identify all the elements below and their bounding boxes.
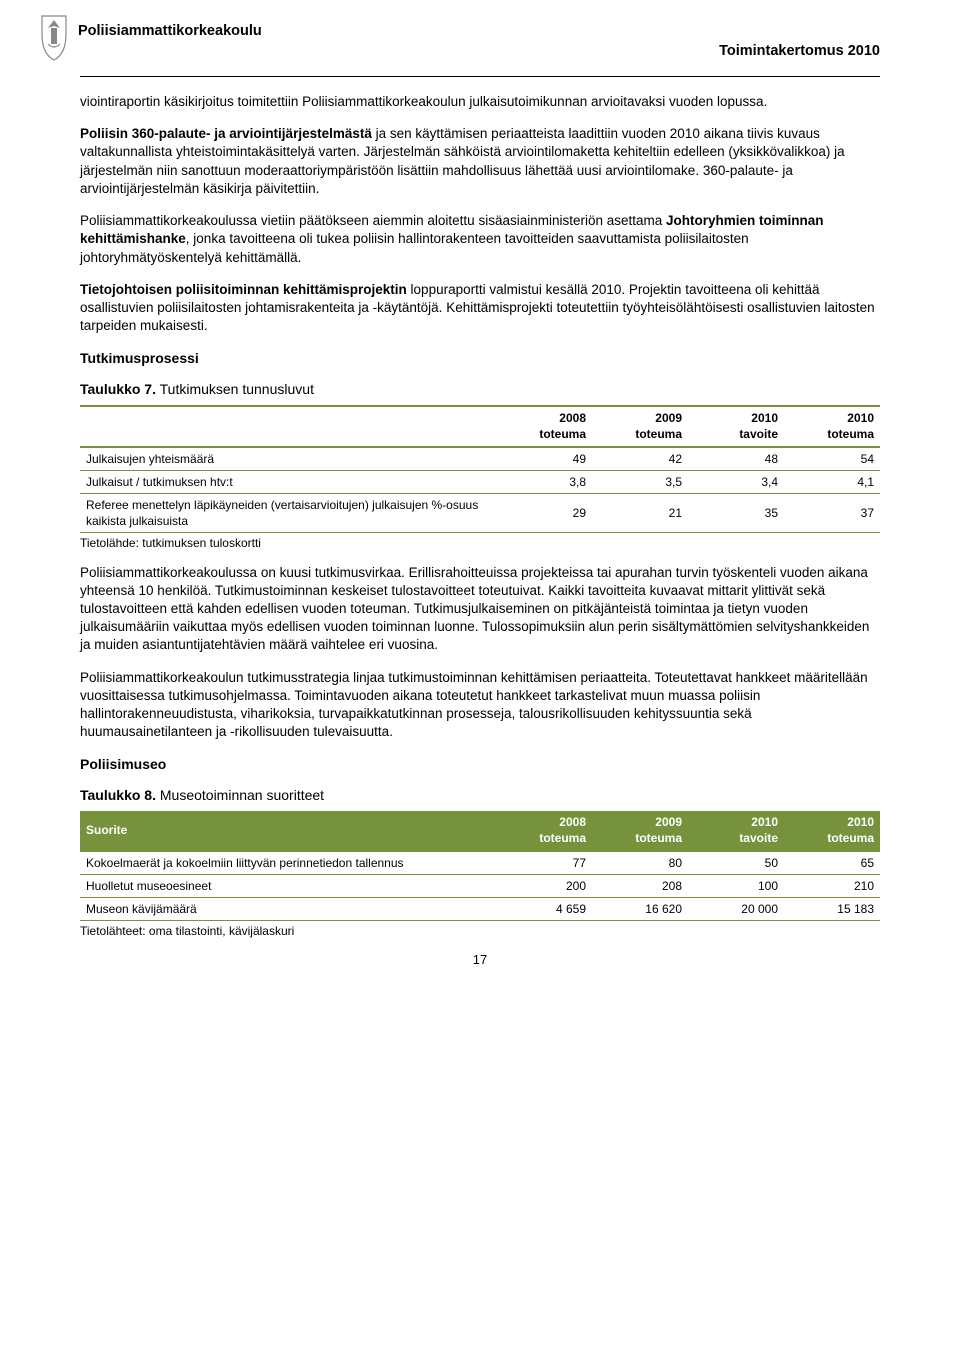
- p4-bold: Tietojohtoisen poliisitoiminnan kehittäm…: [80, 282, 407, 297]
- table7-col2-l2: tavoite: [739, 427, 778, 441]
- table-row: Referee menettelyn läpikäyneiden (vertai…: [80, 493, 880, 532]
- table7-title-rest: Tutkimuksen tunnusluvut: [156, 381, 314, 397]
- table8-title: Taulukko 8. Museotoiminnan suoritteet: [80, 786, 880, 805]
- table8-r2-c1: 16 620: [592, 898, 688, 921]
- table8-header-row: Suorite 2008 toteuma 2009 toteuma 2010 tavo…: [80, 811, 880, 850]
- table7-body: Julkaisujen yhteismäärä 49 42 48 54 Julk…: [80, 447, 880, 533]
- table7-r2-c3: 37: [784, 493, 880, 532]
- paragraph-5: Poliisiammattikorkeakoulussa on kuusi tu…: [80, 564, 880, 655]
- table7-title-bold: Taulukko 7.: [80, 381, 156, 397]
- table8-col-0: 2008 toteuma: [496, 811, 592, 850]
- table7-header-blank: [80, 406, 496, 446]
- table7-col0-l1: 2008: [559, 411, 586, 425]
- table8-r1-c3: 210: [784, 874, 880, 897]
- table8-col3-l1: 2010: [847, 815, 874, 829]
- crest-icon: [38, 14, 70, 62]
- table8-body: Kokoelmaerät ja kokoelmiin liittyvän per…: [80, 851, 880, 921]
- table7-r0-c3: 54: [784, 447, 880, 471]
- org-name: Poliisiammattikorkeakoulu: [78, 22, 262, 42]
- paragraph-2: Poliisin 360-palaute- ja arviointijärjes…: [80, 125, 880, 198]
- table8-r0-label: Kokoelmaerät ja kokoelmiin liittyvän per…: [80, 851, 496, 875]
- table-row: Huolletut museoesineet 200 208 100 210: [80, 874, 880, 897]
- table8-col0-l2: toteuma: [539, 831, 586, 845]
- table7-col-3: 2010 toteuma: [784, 406, 880, 446]
- page-header: Poliisiammattikorkeakoulu Toimintakertom…: [80, 20, 880, 68]
- table8-r2-c2: 20 000: [688, 898, 784, 921]
- table8-title-bold: Taulukko 8.: [80, 787, 156, 803]
- table7-col1-l2: toteuma: [635, 427, 682, 441]
- table7-r0-c2: 48: [688, 447, 784, 471]
- table7-col-2: 2010 tavoite: [688, 406, 784, 446]
- table8-r2-label: Museon kävijämäärä: [80, 898, 496, 921]
- table8-r0-c2: 50: [688, 851, 784, 875]
- table8-col-1: 2009 toteuma: [592, 811, 688, 850]
- table7-r0-c0: 49: [496, 447, 592, 471]
- table8-title-rest: Museotoiminnan suoritteet: [156, 787, 324, 803]
- table8-col1-l1: 2009: [655, 815, 682, 829]
- header-rule: [80, 76, 880, 77]
- table7-title: Taulukko 7. Tutkimuksen tunnusluvut: [80, 380, 880, 399]
- table7-r2-label: Referee menettelyn läpikäyneiden (vertai…: [80, 493, 496, 532]
- p3-a: Poliisiammattikorkeakoulussa vietiin pää…: [80, 213, 666, 228]
- table7-r2-c0: 29: [496, 493, 592, 532]
- table7-head: 2008 toteuma 2009 toteuma 2010 tavoite 2010…: [80, 406, 880, 446]
- table8-r1-label: Huolletut museoesineet: [80, 874, 496, 897]
- table-row: Museon kävijämäärä 4 659 16 620 20 000 1…: [80, 898, 880, 921]
- table7-col1-l1: 2009: [655, 411, 682, 425]
- table7-r2-c1: 21: [592, 493, 688, 532]
- paragraph-4: Tietojohtoisen poliisitoiminnan kehittäm…: [80, 281, 880, 336]
- table7-col-0: 2008 toteuma: [496, 406, 592, 446]
- p2-lead: Poliisin 360-palaute- ja arviointijärjes…: [80, 126, 372, 141]
- table7-col0-l2: toteuma: [539, 427, 586, 441]
- section-poliisimuseo: Poliisimuseo: [80, 755, 880, 774]
- table7-r2-c2: 35: [688, 493, 784, 532]
- table7-col2-l1: 2010: [751, 411, 778, 425]
- document-title: Toimintakertomus 2010: [719, 42, 880, 62]
- table8-head: Suorite 2008 toteuma 2009 toteuma 2010 tavo…: [80, 811, 880, 850]
- table7-col3-l1: 2010: [847, 411, 874, 425]
- paragraph-1: viointiraportin käsikirjoitus toimitetti…: [80, 93, 880, 111]
- table-row: Kokoelmaerät ja kokoelmiin liittyvän per…: [80, 851, 880, 875]
- table8-col3-l2: toteuma: [827, 831, 874, 845]
- paragraph-3: Poliisiammattikorkeakoulussa vietiin pää…: [80, 212, 880, 267]
- header-left: Poliisiammattikorkeakoulu: [80, 20, 262, 68]
- page-number: 17: [80, 951, 880, 969]
- table8-r2-c3: 15 183: [784, 898, 880, 921]
- table8-r1-c2: 100: [688, 874, 784, 897]
- table8-col-3: 2010 toteuma: [784, 811, 880, 850]
- page-container: Poliisiammattikorkeakoulu Toimintakertom…: [0, 0, 960, 989]
- table7-col3-l2: toteuma: [827, 427, 874, 441]
- table7-r1-c3: 4,1: [784, 470, 880, 493]
- table7-r0-c1: 42: [592, 447, 688, 471]
- section-tutkimusprosessi: Tutkimusprosessi: [80, 349, 880, 368]
- table7-r1-c0: 3,8: [496, 470, 592, 493]
- table7-header-row: 2008 toteuma 2009 toteuma 2010 tavoite 2010…: [80, 406, 880, 446]
- table8-col1-l2: toteuma: [635, 831, 682, 845]
- table8-source: Tietolähteet: oma tilastointi, kävijälas…: [80, 923, 880, 939]
- table8-r0-c3: 65: [784, 851, 880, 875]
- table8-r2-c0: 4 659: [496, 898, 592, 921]
- table8-r1-c1: 208: [592, 874, 688, 897]
- table-row: Julkaisut / tutkimuksen htv:t 3,8 3,5 3,…: [80, 470, 880, 493]
- table8-r0-c1: 80: [592, 851, 688, 875]
- paragraph-6: Poliisiammattikorkeakoulun tutkimusstrat…: [80, 669, 880, 742]
- table8-col2-l2: tavoite: [739, 831, 778, 845]
- table-row: Julkaisujen yhteismäärä 49 42 48 54: [80, 447, 880, 471]
- table-8: Suorite 2008 toteuma 2009 toteuma 2010 tavo…: [80, 811, 880, 921]
- table7-r1-c1: 3,5: [592, 470, 688, 493]
- table7-r1-label: Julkaisut / tutkimuksen htv:t: [80, 470, 496, 493]
- table7-r1-c2: 3,4: [688, 470, 784, 493]
- table-7: 2008 toteuma 2009 toteuma 2010 tavoite 2010…: [80, 405, 880, 533]
- table7-r0-label: Julkaisujen yhteismäärä: [80, 447, 496, 471]
- table8-col0-l1: 2008: [559, 815, 586, 829]
- table8-col2-l1: 2010: [751, 815, 778, 829]
- table8-header-label: Suorite: [80, 811, 496, 850]
- table8-r0-c0: 77: [496, 851, 592, 875]
- table8-col-2: 2010 tavoite: [688, 811, 784, 850]
- table7-col-1: 2009 toteuma: [592, 406, 688, 446]
- table7-source: Tietolähde: tutkimuksen tuloskortti: [80, 535, 880, 551]
- table8-r1-c0: 200: [496, 874, 592, 897]
